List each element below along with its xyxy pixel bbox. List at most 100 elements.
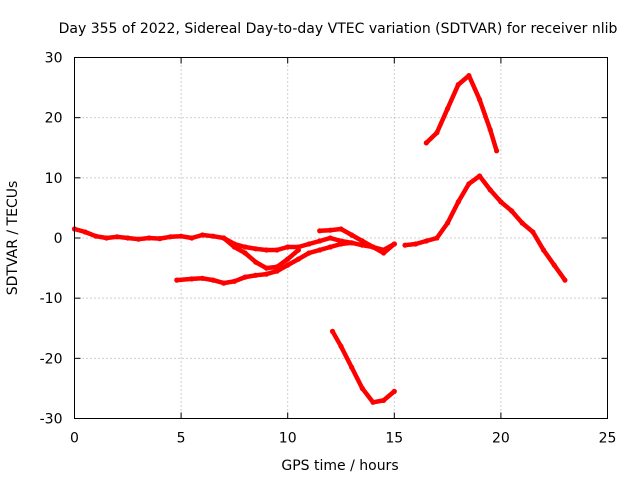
data-point bbox=[359, 385, 365, 391]
data-point bbox=[562, 277, 568, 283]
data-point bbox=[189, 276, 195, 282]
data-point bbox=[174, 277, 180, 283]
data-point bbox=[466, 73, 472, 79]
data-point bbox=[487, 127, 493, 133]
data-point bbox=[317, 247, 323, 253]
data-point bbox=[445, 106, 451, 112]
data-point bbox=[157, 236, 163, 242]
data-point bbox=[494, 148, 500, 154]
data-point bbox=[391, 388, 397, 394]
data-point bbox=[477, 173, 483, 179]
data-point bbox=[509, 208, 515, 214]
data-point bbox=[103, 235, 110, 241]
data-point bbox=[530, 229, 536, 235]
series-layer bbox=[71, 73, 568, 405]
series-arc-negative bbox=[329, 328, 397, 405]
data-point bbox=[274, 268, 280, 274]
data-point bbox=[242, 250, 248, 256]
data-point bbox=[327, 235, 333, 241]
data-point bbox=[487, 187, 493, 193]
data-point bbox=[231, 244, 237, 250]
data-point bbox=[263, 247, 269, 253]
data-point bbox=[455, 199, 461, 205]
x-tick-label: 0 bbox=[70, 431, 79, 447]
data-point bbox=[349, 364, 355, 370]
data-point bbox=[317, 228, 323, 234]
data-point bbox=[146, 235, 152, 241]
data-point bbox=[519, 220, 525, 226]
data-point bbox=[242, 274, 248, 280]
data-point bbox=[455, 82, 461, 88]
data-point bbox=[295, 247, 301, 253]
data-point bbox=[210, 233, 216, 239]
data-point bbox=[413, 241, 419, 247]
data-point bbox=[423, 140, 429, 146]
data-point bbox=[285, 262, 291, 268]
data-point bbox=[285, 256, 291, 262]
data-point bbox=[274, 264, 280, 270]
data-point bbox=[338, 343, 344, 349]
y-axis-label: SDTVAR / TECUs bbox=[5, 181, 21, 296]
series-arc-crossing bbox=[221, 235, 301, 271]
data-point bbox=[82, 229, 88, 235]
data-point bbox=[263, 265, 269, 271]
data-point bbox=[125, 235, 131, 241]
series-line bbox=[402, 173, 568, 283]
data-point bbox=[263, 271, 269, 277]
data-point bbox=[306, 241, 312, 247]
data-point bbox=[423, 238, 429, 244]
tick-layer: 0 5 10 15 20 25 30 20 10 0 -10 -20 -30 bbox=[40, 51, 617, 447]
data-point bbox=[359, 238, 365, 244]
series-arc-midday bbox=[317, 226, 397, 256]
series-arc-main-lower bbox=[174, 240, 355, 286]
x-axis-label: GPS time / hours bbox=[281, 458, 398, 474]
data-point bbox=[391, 241, 397, 247]
chart-title: Day 355 of 2022, Sidereal Day-to-day VTE… bbox=[59, 21, 618, 37]
data-point bbox=[381, 397, 387, 403]
data-point bbox=[135, 236, 142, 242]
x-tick-label: 25 bbox=[599, 431, 617, 447]
data-point bbox=[434, 130, 440, 136]
data-point bbox=[221, 235, 227, 241]
data-point bbox=[231, 278, 237, 284]
x-tick-label: 15 bbox=[385, 431, 403, 447]
data-point bbox=[253, 246, 259, 252]
data-point bbox=[338, 226, 344, 232]
data-point bbox=[498, 199, 504, 205]
data-point bbox=[285, 244, 291, 250]
data-point bbox=[370, 399, 376, 405]
data-point bbox=[306, 250, 312, 256]
x-tick-label: 10 bbox=[279, 431, 297, 447]
data-point bbox=[242, 244, 248, 250]
x-tick-label: 5 bbox=[177, 431, 186, 447]
data-point bbox=[253, 259, 259, 265]
data-point bbox=[349, 240, 355, 246]
data-point bbox=[466, 181, 472, 187]
data-point bbox=[540, 247, 547, 253]
y-tick-label: 0 bbox=[54, 231, 63, 247]
data-point bbox=[189, 235, 195, 241]
series-arc-peak bbox=[423, 73, 500, 154]
data-point bbox=[114, 234, 120, 240]
data-point bbox=[221, 280, 227, 286]
y-tick-label: -10 bbox=[40, 291, 63, 307]
data-point bbox=[381, 250, 387, 256]
data-point bbox=[199, 232, 205, 238]
data-point bbox=[349, 232, 355, 238]
data-point bbox=[445, 220, 451, 226]
data-point bbox=[329, 328, 336, 334]
data-point bbox=[253, 272, 259, 278]
y-tick-label: 20 bbox=[45, 111, 63, 127]
x-tick-label: 20 bbox=[492, 431, 510, 447]
data-point bbox=[327, 227, 333, 233]
data-point bbox=[402, 242, 408, 248]
y-tick-label: -20 bbox=[40, 351, 63, 367]
data-point bbox=[370, 244, 376, 250]
data-point bbox=[317, 238, 323, 244]
data-point bbox=[199, 275, 205, 281]
data-point bbox=[93, 233, 99, 239]
data-point bbox=[167, 234, 173, 240]
data-point bbox=[477, 97, 483, 103]
data-point bbox=[327, 244, 333, 250]
data-point bbox=[434, 235, 440, 241]
